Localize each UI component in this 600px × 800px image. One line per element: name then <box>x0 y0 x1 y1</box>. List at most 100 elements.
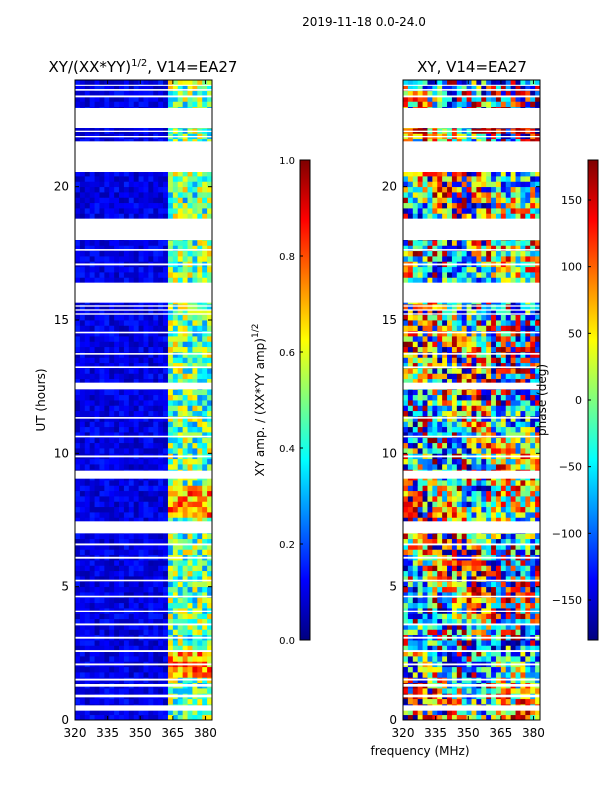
heatmap-cell <box>104 533 110 540</box>
heatmap-cell <box>172 629 179 636</box>
heatmap-cell <box>197 256 203 262</box>
heatmap-cell <box>89 416 95 422</box>
heatmap-cell <box>138 544 144 550</box>
heatmap-cell <box>167 325 174 332</box>
heatmap-cell <box>163 96 169 102</box>
heatmap-cell <box>163 272 169 278</box>
heatmap-cell <box>182 96 188 102</box>
heatmap-cell <box>177 170 184 177</box>
heatmap-cell <box>172 426 179 433</box>
heatmap-cell <box>491 618 497 625</box>
heatmap-cell <box>187 352 193 358</box>
heatmap-cell <box>417 640 423 646</box>
heatmap-cell <box>197 101 203 108</box>
heatmap-cell <box>84 640 91 646</box>
heatmap-cell <box>89 208 95 214</box>
heatmap-cell <box>119 613 125 620</box>
heatmap-cell <box>197 410 203 417</box>
heatmap-cell <box>427 442 433 449</box>
heatmap-cell <box>138 405 144 412</box>
heatmap-cell <box>99 533 105 540</box>
heatmap-cell <box>197 517 203 524</box>
heatmap-cell <box>128 277 135 284</box>
heatmap-cell <box>442 629 448 636</box>
heatmap-cell <box>451 656 458 662</box>
heatmap-cell <box>75 170 81 177</box>
heatmap-cell <box>172 213 179 220</box>
heatmap-cell <box>84 437 91 444</box>
heatmap-cell <box>158 581 164 588</box>
heatmap-cell <box>495 709 502 716</box>
heatmap-cell <box>75 202 81 209</box>
heatmap-cell <box>197 650 203 657</box>
heatmap-cell <box>172 650 179 657</box>
heatmap-cell <box>109 416 115 422</box>
heatmap-cell <box>187 437 193 444</box>
heatmap-cell <box>451 650 458 657</box>
heatmap-cell <box>114 378 120 385</box>
heatmap-cell <box>89 378 95 385</box>
heatmap-cell <box>84 688 91 694</box>
heatmap-cell <box>481 640 487 646</box>
heatmap-cell <box>491 672 497 678</box>
heatmap-cell <box>177 394 184 401</box>
heatmap-cell <box>99 186 105 193</box>
heatmap-cell <box>148 266 154 273</box>
heatmap-cell <box>104 213 110 220</box>
heatmap-cell <box>84 240 91 246</box>
heatmap-cell <box>187 512 193 518</box>
heatmap-cell <box>471 464 477 470</box>
heatmap-cell <box>192 458 198 465</box>
heatmap-cell <box>114 442 120 449</box>
heatmap-cell <box>84 586 91 593</box>
heatmap-cell <box>177 426 184 433</box>
heatmap-cell <box>461 714 467 721</box>
heatmap-cell <box>109 304 115 310</box>
heatmap-cell <box>128 576 135 582</box>
heatmap-cell <box>94 570 100 577</box>
heatmap-cell <box>128 405 135 412</box>
heatmap-cell <box>94 336 100 342</box>
heatmap-cell <box>481 650 487 657</box>
heatmap-cell <box>515 624 521 630</box>
heatmap-cell <box>466 464 472 470</box>
heatmap-cell <box>187 464 193 470</box>
heatmap-cell <box>202 485 208 492</box>
heatmap-cell <box>89 618 95 625</box>
heatmap-cell <box>461 458 467 465</box>
heatmap-cell <box>143 410 149 417</box>
heatmap-cell <box>177 336 184 342</box>
heatmap-cell <box>153 592 159 598</box>
heatmap-cell <box>515 565 521 572</box>
heatmap-cell <box>491 565 497 572</box>
heatmap-cell <box>153 581 159 588</box>
heatmap-cell <box>202 245 208 252</box>
heatmap-cell <box>143 512 149 518</box>
heatmap-cell <box>417 570 423 577</box>
heatmap-cell <box>84 421 91 428</box>
heatmap-cell <box>99 512 105 518</box>
heatmap-cell <box>202 325 208 332</box>
heatmap-cell <box>138 330 144 337</box>
heatmap-cell <box>525 576 531 582</box>
heatmap-cell <box>138 357 144 364</box>
heatmap-cell <box>148 394 154 401</box>
heatmap-cell <box>158 208 164 214</box>
heatmap-cell <box>153 330 159 337</box>
heatmap-cell <box>197 304 203 310</box>
heatmap-cell <box>182 405 188 412</box>
heatmap-cell <box>417 565 423 572</box>
heatmap-cell <box>197 277 203 284</box>
heatmap-cell <box>187 714 193 721</box>
heatmap-cell <box>89 714 95 721</box>
heatmap-cell <box>535 640 541 646</box>
heatmap-cell <box>148 272 154 278</box>
heatmap-cell <box>75 506 81 513</box>
heatmap-cell <box>172 330 179 337</box>
heatmap-cell <box>133 480 139 486</box>
heatmap-cell <box>417 496 423 502</box>
heatmap-cell <box>104 368 110 374</box>
heatmap-cell <box>163 250 169 257</box>
heatmap-cell <box>128 581 135 588</box>
